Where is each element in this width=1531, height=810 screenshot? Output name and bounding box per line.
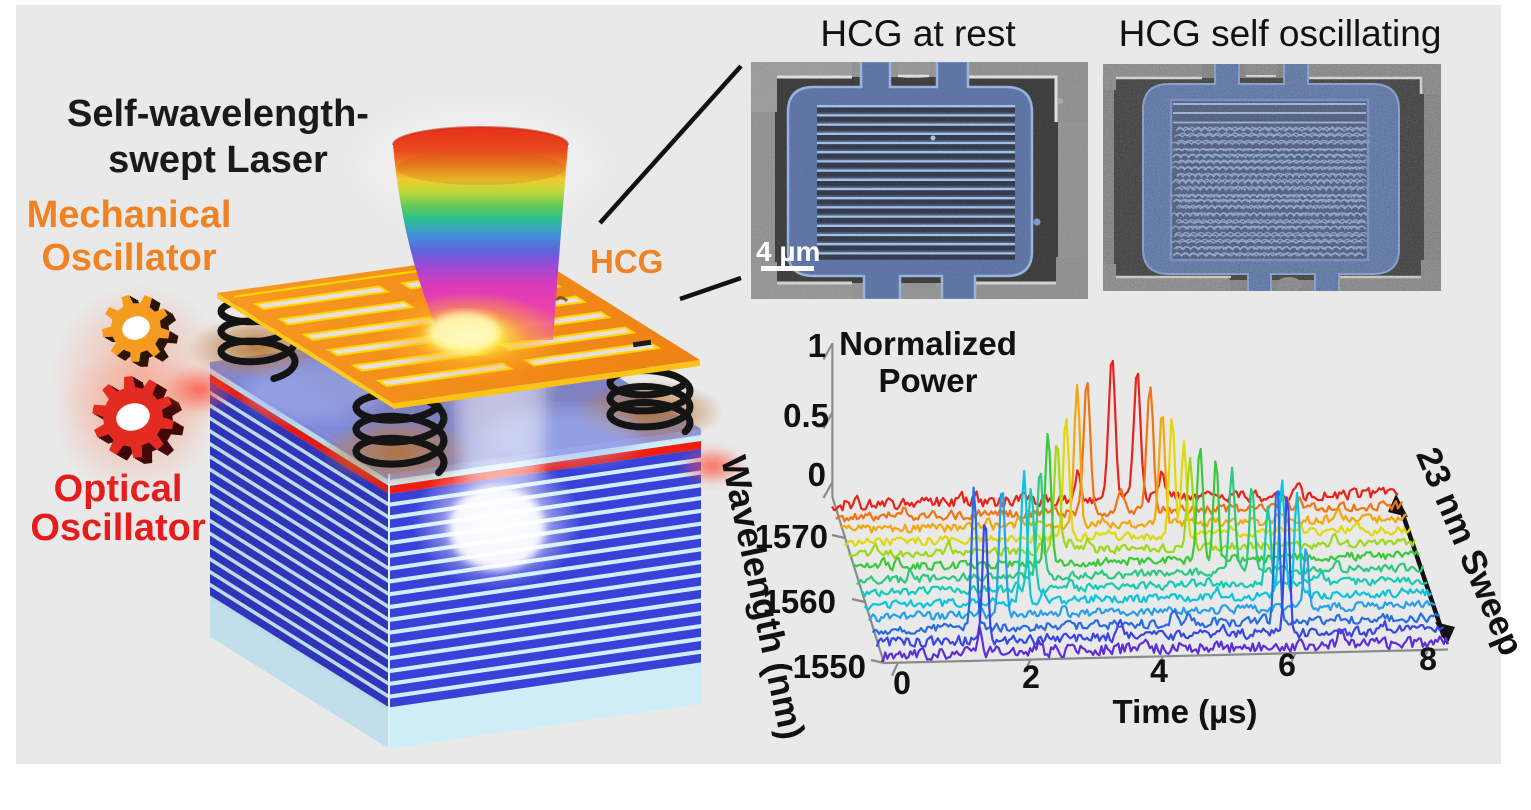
svg-text:swept Laser: swept Laser — [108, 139, 328, 181]
svg-text:0: 0 — [808, 456, 826, 493]
svg-text:Time (µs): Time (µs) — [1113, 693, 1258, 730]
svg-text:1570: 1570 — [755, 518, 828, 555]
svg-text:2: 2 — [1022, 659, 1040, 695]
svg-text:HCG self oscillating: HCG self oscillating — [1119, 13, 1442, 54]
svg-text:4 µm: 4 µm — [756, 236, 820, 267]
svg-text:6: 6 — [1278, 647, 1296, 683]
svg-text:Oscillator: Oscillator — [30, 507, 205, 549]
svg-text:Self-wavelength-: Self-wavelength- — [67, 93, 369, 135]
svg-text:HCG at rest: HCG at rest — [820, 13, 1016, 54]
svg-text:HCG: HCG — [590, 243, 663, 280]
svg-text:Oscillator: Oscillator — [41, 237, 216, 279]
svg-text:8: 8 — [1419, 641, 1437, 677]
svg-text:1560: 1560 — [763, 583, 836, 620]
svg-text:Mechanical: Mechanical — [27, 194, 232, 236]
svg-text:4: 4 — [1150, 653, 1168, 689]
svg-text:1550: 1550 — [793, 648, 866, 685]
svg-text:1: 1 — [808, 327, 826, 364]
svg-text:Normalized: Normalized — [839, 325, 1017, 362]
svg-text:0.5: 0.5 — [783, 397, 829, 434]
svg-text:Power: Power — [878, 362, 977, 399]
svg-text:0: 0 — [893, 665, 911, 701]
